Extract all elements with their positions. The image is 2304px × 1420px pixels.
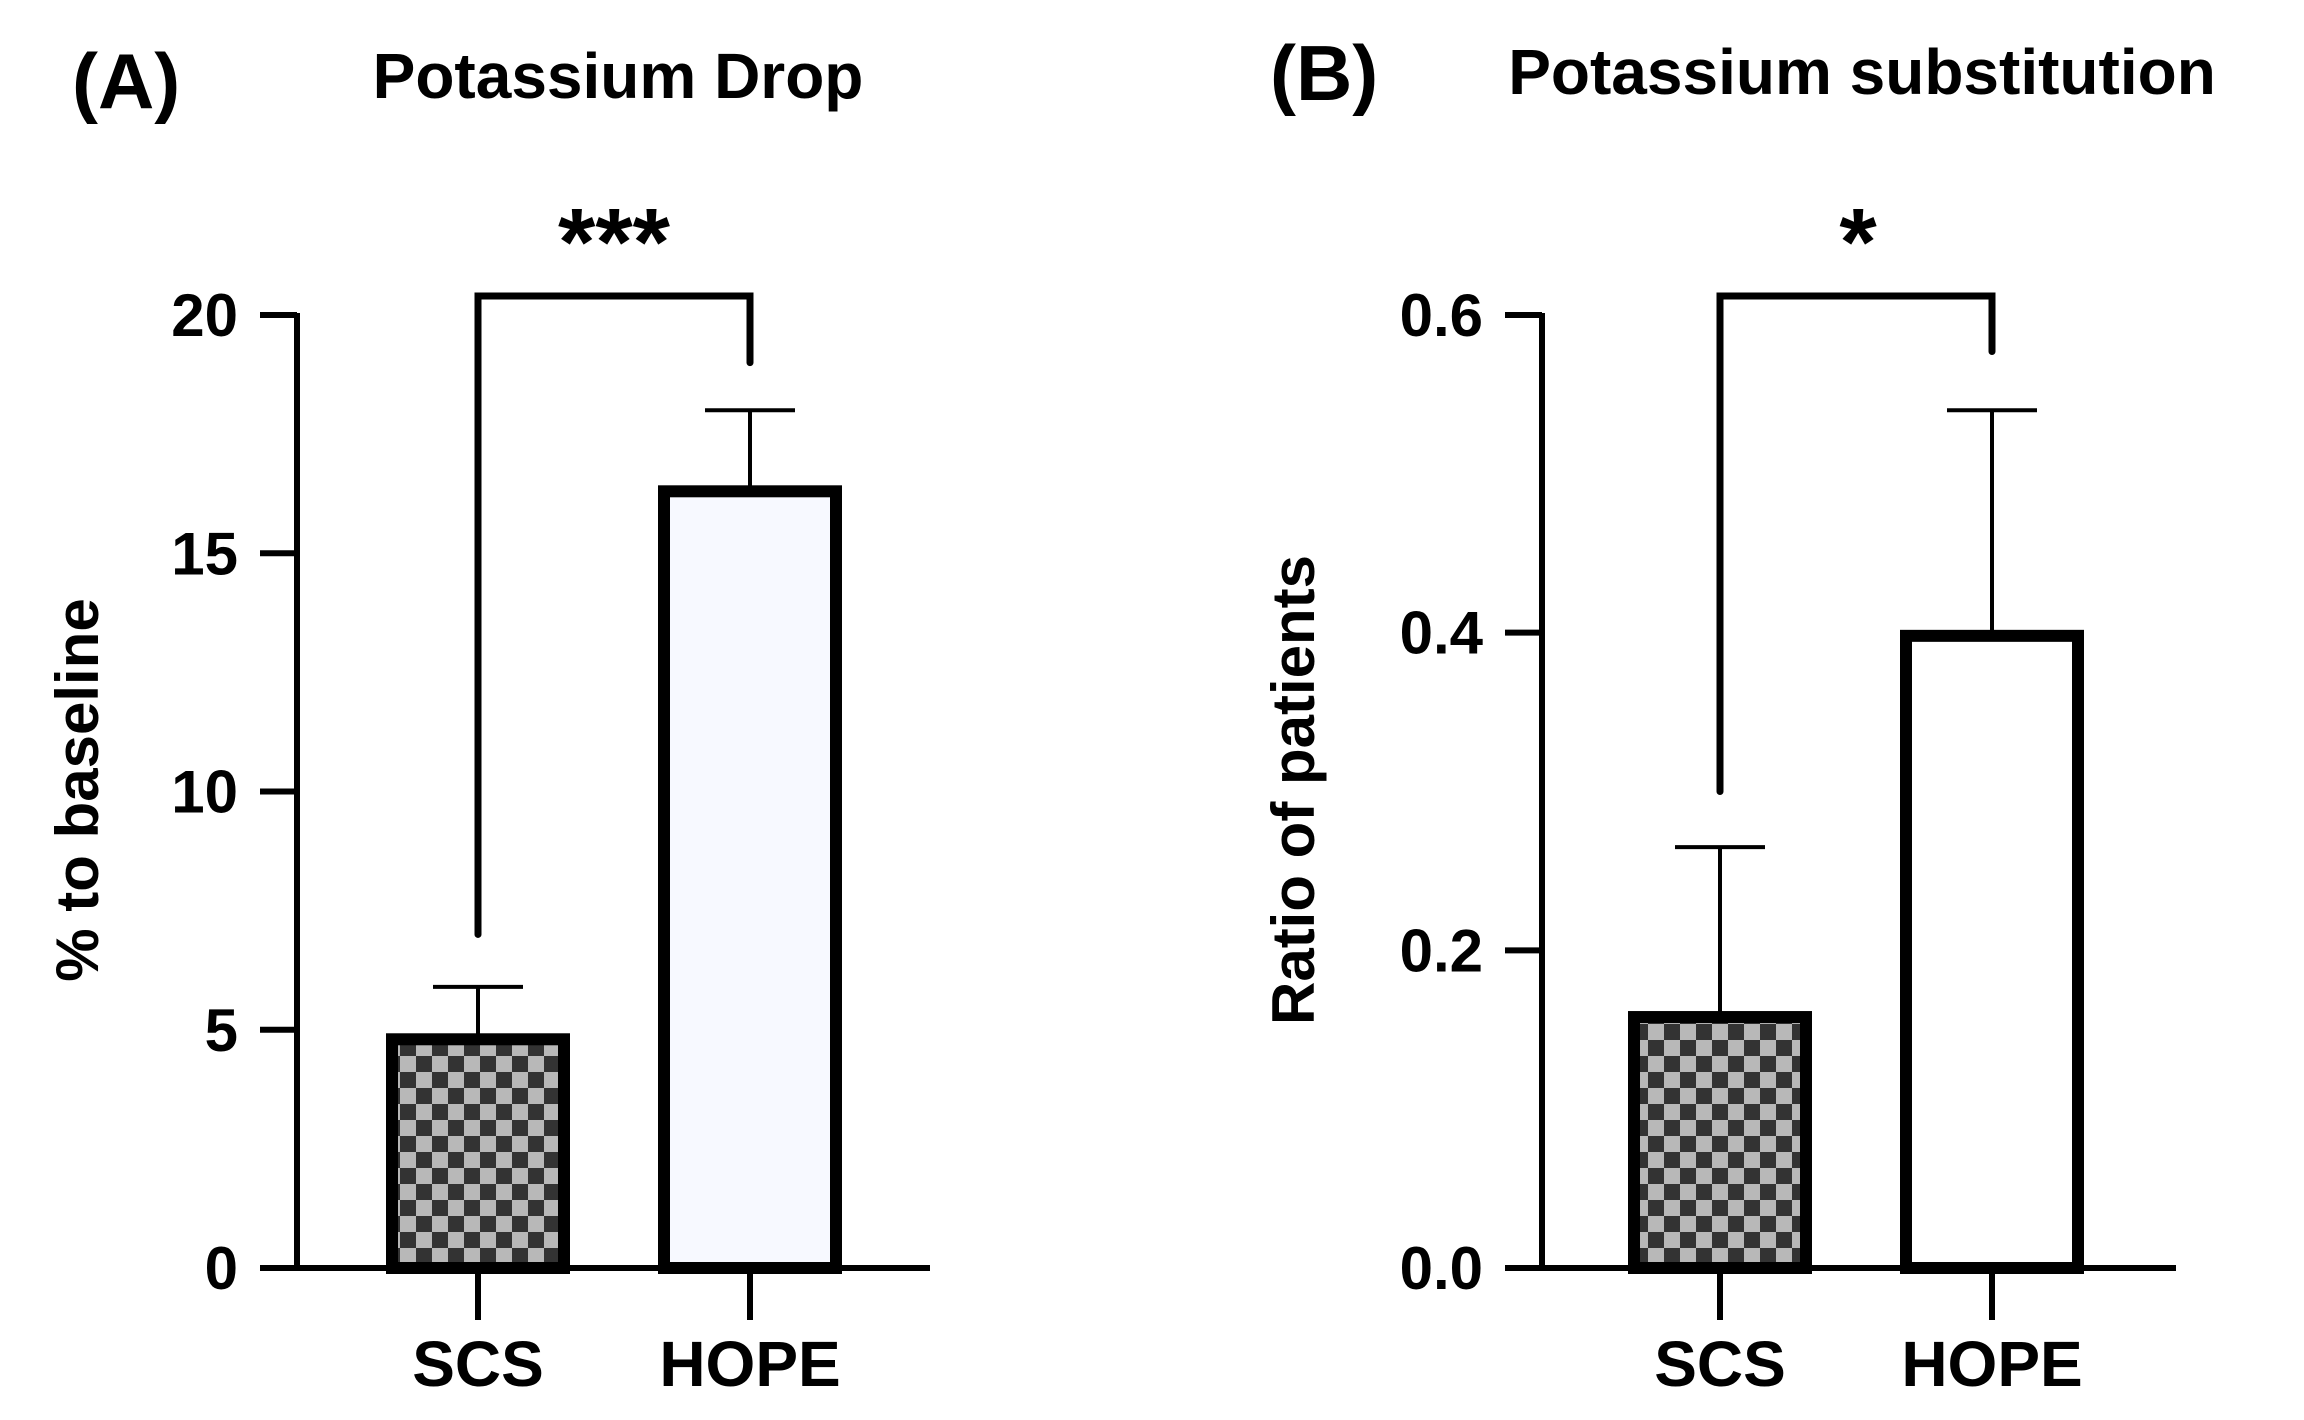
panel-a-y-tick-label: 0 bbox=[205, 1235, 238, 1302]
panel-b-y-tick-label: 0.2 bbox=[1400, 917, 1483, 984]
panel-b-significance-bracket bbox=[1716, 292, 1996, 795]
panel-b-y-tick-label: 0.4 bbox=[1400, 600, 1484, 667]
panel-b-y-tick-label: 0.6 bbox=[1400, 282, 1483, 349]
panel-b-significance-label: * bbox=[1839, 189, 1877, 296]
panel-a-y-tick-label: 10 bbox=[171, 759, 238, 826]
panel-a-title: Potassium Drop bbox=[373, 40, 864, 112]
panel-b-category-label-hope: HOPE bbox=[1901, 1328, 2082, 1400]
panel-b-y-tick-label: 0.0 bbox=[1400, 1235, 1483, 1302]
panel-b-title: Potassium substitution bbox=[1508, 36, 2216, 108]
panel-b-category-label-scs: SCS bbox=[1654, 1328, 1786, 1400]
panel-a-y-axis-title: % to baseline bbox=[44, 598, 111, 981]
panel-a-category-label-hope: HOPE bbox=[659, 1328, 840, 1400]
panel-a-category-label-scs: SCS bbox=[412, 1328, 544, 1400]
panel-b-bar-scs bbox=[1628, 1011, 1812, 1274]
panel-a-y-tick-label: 15 bbox=[171, 520, 238, 587]
panel-a-y-tick-label: 20 bbox=[171, 282, 238, 349]
panel-a-bar-hope bbox=[658, 485, 842, 1274]
panel-b-letter: (B) bbox=[1270, 29, 1378, 117]
panel-a-bar-scs bbox=[386, 1033, 570, 1275]
panel-a-y-tick-label: 5 bbox=[205, 997, 238, 1064]
panel-a-significance-label: *** bbox=[558, 189, 671, 296]
panel-b-bar-hope bbox=[1900, 629, 2084, 1274]
panel-a-letter: (A) bbox=[72, 37, 180, 125]
panel-b-y-axis-title: Ratio of patients bbox=[1260, 555, 1327, 1025]
panel-a-significance-bracket bbox=[474, 292, 754, 938]
